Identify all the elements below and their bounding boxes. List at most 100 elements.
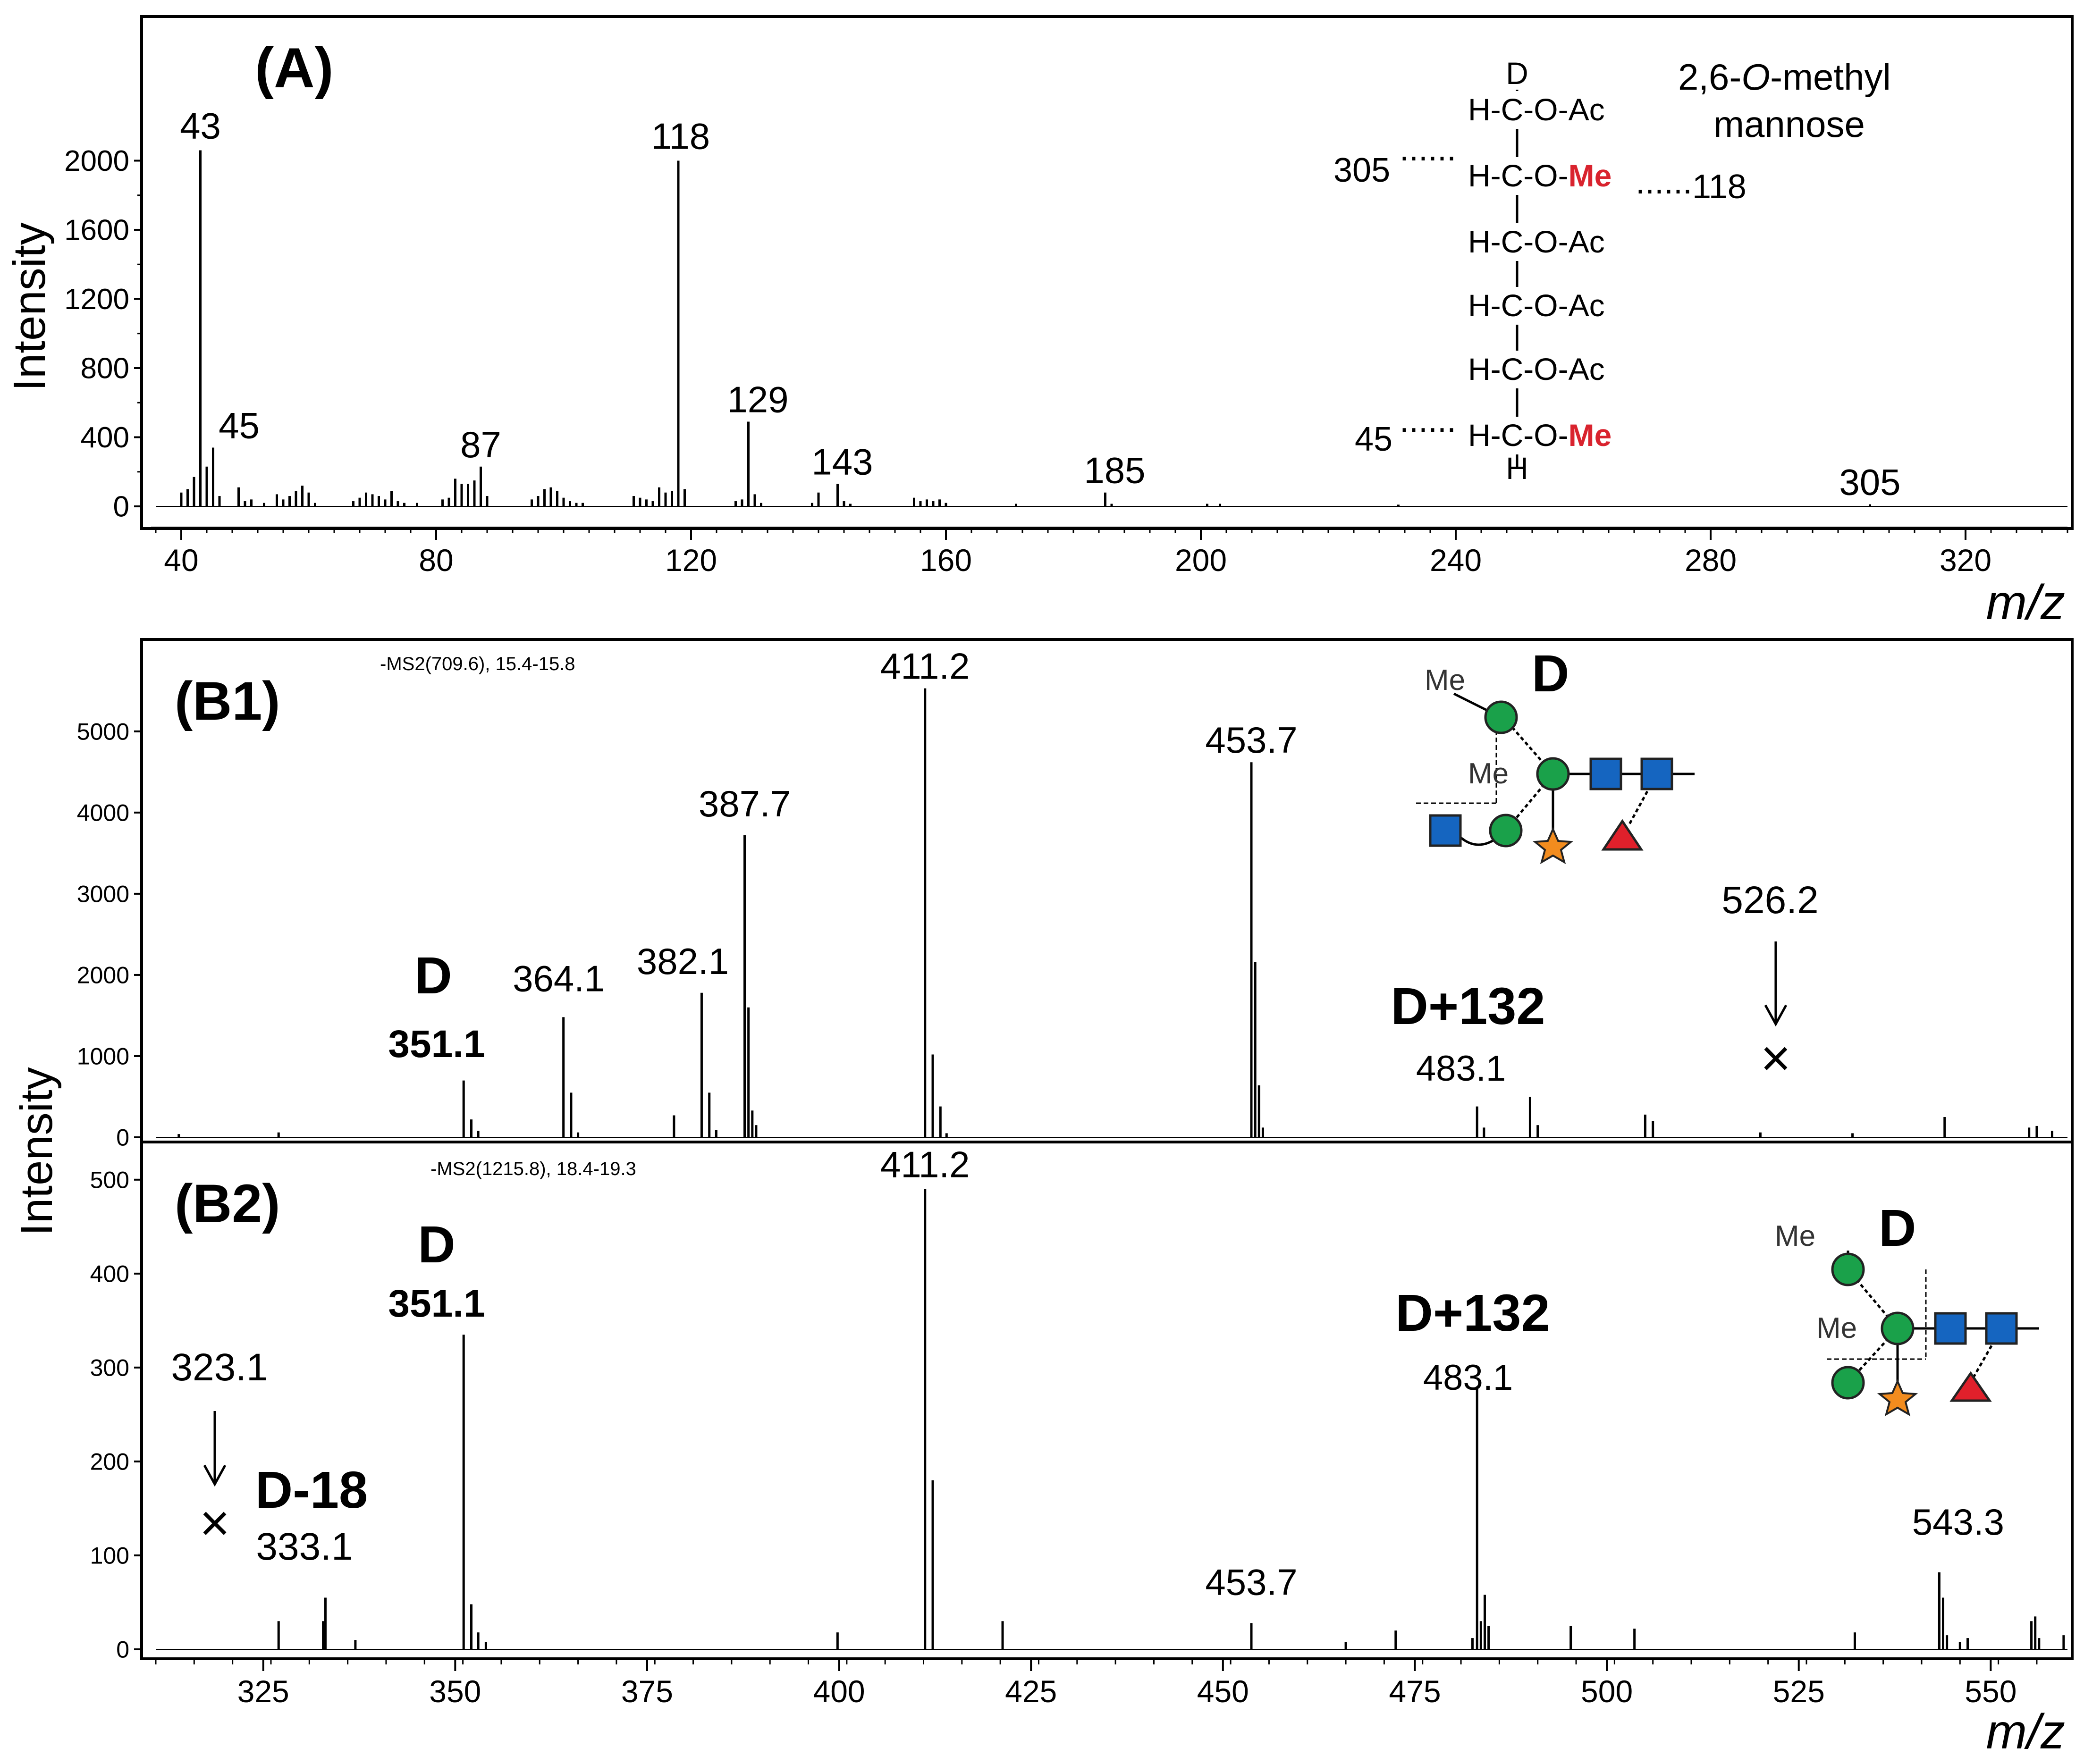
glcnac-square-branch	[1429, 814, 1462, 847]
row-text: H-C-O-	[1468, 158, 1569, 193]
annotation-d132: D+132	[1391, 977, 1545, 1035]
x-tick-label: 325	[237, 1674, 289, 1709]
structure-row-6: H-C-O-Me	[1468, 418, 1612, 453]
structure-bottom-letter: H	[1506, 451, 1528, 486]
annotation-d18-mz: 333.1	[256, 1525, 353, 1568]
y-tick-label: 200	[90, 1448, 129, 1475]
x-tick-label: 40	[164, 543, 198, 578]
mannose-circle-core-b2	[1881, 1311, 1915, 1345]
fragment-label-45: 45	[1355, 420, 1392, 458]
peak-label: 43	[180, 105, 221, 146]
annotation-d-mz: 351.1	[388, 1282, 485, 1325]
y-tick-label: 1600	[64, 214, 129, 247]
panel-b1-label: (B1)	[175, 671, 280, 731]
panel-b2-x-axis-label: m/z	[1986, 1705, 2065, 1759]
panel-b1-plot: 0 1000 2000 3000 4000 5000 364.1 382.1 387.7 411.…	[77, 646, 2067, 1151]
fragment-label-305: 305	[1333, 151, 1390, 189]
x-tick-label: 400	[813, 1674, 865, 1709]
structure-row-2: H-C-O-Me	[1468, 158, 1612, 193]
mannose-circle-low	[1489, 814, 1523, 848]
x-tick-label: 160	[920, 543, 972, 578]
y-tick-label: 1200	[64, 283, 129, 316]
y-tick-label: 1000	[77, 1043, 129, 1069]
row-background	[1466, 157, 1626, 195]
fragment-dots-118: ......	[1636, 163, 1692, 201]
peak-label: 411.2	[880, 646, 970, 687]
x-tick-label: 200	[1175, 543, 1227, 578]
row-background	[1466, 91, 1626, 129]
row-text: H-C-O-	[1468, 418, 1569, 453]
y-tick-label: 300	[90, 1354, 129, 1381]
peak-label: 87	[460, 424, 501, 465]
structure-row-3: H-C-O-Ac	[1468, 224, 1605, 259]
structure-row-4: H-C-O-Ac	[1468, 288, 1605, 323]
glcnac-square-1	[1589, 757, 1622, 790]
x-tick-label: 525	[1773, 1674, 1825, 1709]
x-tick-label: 375	[621, 1674, 673, 1709]
x-tick-label: 550	[1965, 1674, 2017, 1709]
structure-row-1: H-C-O-Ac	[1468, 92, 1605, 127]
glycan-fragment-d-b2: D	[1879, 1199, 1916, 1257]
y-tick-label: 400	[90, 1260, 129, 1287]
peak-label: 45	[219, 404, 260, 446]
peak-label: 118	[651, 115, 710, 157]
mannose-circle-top	[1484, 700, 1518, 734]
y-tick-label: 500	[90, 1167, 129, 1193]
peak-label: 305	[1839, 462, 1900, 503]
row-background	[1466, 223, 1626, 261]
glycan-structure-b2: Me Me D	[1775, 1199, 2039, 1417]
x-tick-label: 500	[1581, 1674, 1633, 1709]
alditol-acetate-structure: 2,6-O-methyl mannose D H-C-O-AcH-C-O-MeH…	[1333, 56, 1891, 486]
row-background	[1466, 417, 1626, 454]
x-tick-label: 350	[429, 1674, 481, 1709]
x-tick-label: 120	[665, 543, 717, 578]
glycan-fragment-d: D	[1532, 645, 1569, 703]
y-tick-label: 100	[90, 1542, 129, 1569]
row-text: H-C-O-Ac	[1468, 224, 1605, 259]
row-background	[1466, 351, 1626, 388]
fragment-dots-45: ......	[1400, 402, 1456, 439]
y-tick-label: 0	[113, 491, 129, 523]
panel-a-x-axis-label: m/z	[1986, 575, 2065, 630]
x-tick-label: 320	[1940, 543, 1991, 578]
structure-row-5: H-C-O-Ac	[1468, 352, 1605, 386]
peak-label: 143	[811, 441, 873, 482]
annotation-d132-mz: 483.1	[1416, 1049, 1506, 1089]
peak-label: 543.3	[1912, 1501, 2004, 1543]
mannose-circle-top-b2	[1831, 1252, 1865, 1286]
xylose-star-b2	[1877, 1379, 1918, 1417]
structure-rows: H-C-O-AcH-C-O-MeH-C-O-AcH-C-O-AcH-C-O-Ac…	[1466, 91, 1626, 454]
annotation-d132-mz: 483.1	[1423, 1358, 1513, 1398]
glcnac-square-2	[1640, 757, 1673, 790]
y-tick-label: 0	[116, 1125, 129, 1151]
annotation-d: D	[414, 947, 452, 1005]
peak-label: 185	[1084, 450, 1145, 491]
panel-a-label: (A)	[255, 36, 334, 100]
x-tick-label: 475	[1389, 1674, 1441, 1709]
y-tick-label: 0	[116, 1637, 129, 1663]
annotation-d18: D-18	[255, 1461, 368, 1519]
panel-b-frame	[140, 638, 2074, 1660]
y-tick-label: 2000	[64, 145, 129, 177]
methyl-group: Me	[1569, 418, 1612, 453]
peak-label: 129	[727, 379, 788, 420]
row-text: H-C-O-Ac	[1468, 92, 1605, 127]
glycan-me-mid: Me	[1468, 757, 1509, 790]
x-tick-label: 450	[1197, 1674, 1249, 1709]
peak-label: 411.2	[880, 1144, 970, 1185]
panel-b2-label: (B2)	[175, 1174, 280, 1234]
row-text: H-C-O-Ac	[1468, 288, 1605, 323]
x-tick-label: 240	[1430, 543, 1482, 578]
peak-label: 364.1	[513, 958, 605, 999]
arrow-head	[1764, 1004, 1788, 1027]
xylose-star	[1532, 827, 1574, 865]
x-tick-label: 80	[419, 543, 453, 578]
glcnac-square-2-b2	[1985, 1312, 2018, 1345]
mannose-circle-core	[1536, 757, 1570, 791]
glycan-me-top-b2: Me	[1775, 1220, 1815, 1252]
row-text: H-C-O-Ac	[1468, 352, 1605, 386]
annotation-missing-mz: 323.1	[171, 1346, 268, 1389]
x-tick-label: 425	[1005, 1674, 1057, 1709]
panel-b2-plot: 0 100 200 300 400 500 325 350 375 400 425 450 475 500…	[90, 1144, 2067, 1709]
